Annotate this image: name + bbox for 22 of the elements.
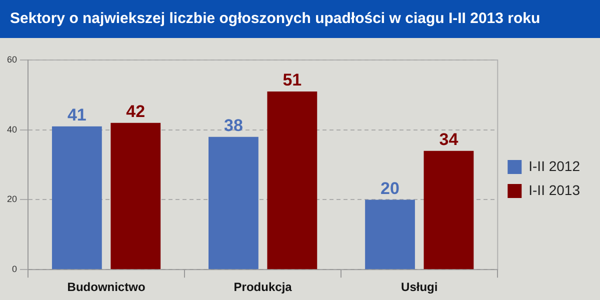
data-label: 38 bbox=[224, 116, 243, 136]
bar bbox=[110, 122, 161, 270]
data-label: 20 bbox=[380, 178, 400, 198]
y-tick-label: 60 bbox=[6, 54, 18, 64]
bar bbox=[365, 200, 415, 270]
x-tick-label: Usługi bbox=[401, 280, 438, 294]
legend-label: I-II 2012 bbox=[528, 158, 580, 174]
data-label: 41 bbox=[67, 106, 86, 125]
y-tick-label: 40 bbox=[6, 124, 18, 134]
bar bbox=[424, 150, 474, 270]
data-label: 42 bbox=[126, 102, 146, 122]
y-tick-label: 0 bbox=[12, 264, 18, 274]
data-label: 34 bbox=[439, 130, 459, 150]
legend-label: I-II 2013 bbox=[528, 182, 580, 198]
x-tick-label: Produkcja bbox=[234, 280, 292, 294]
bar bbox=[267, 91, 318, 270]
data-label: 51 bbox=[282, 70, 302, 90]
bar bbox=[52, 126, 102, 270]
bar bbox=[208, 136, 258, 270]
y-tick-label: 20 bbox=[6, 194, 18, 204]
chart-title: Sektory o najwiekszej liczbie ogłoszonych upadłości w ciagu I-II 2013 roku bbox=[0, 0, 600, 38]
x-tick-label: Budownictwo bbox=[67, 280, 146, 294]
